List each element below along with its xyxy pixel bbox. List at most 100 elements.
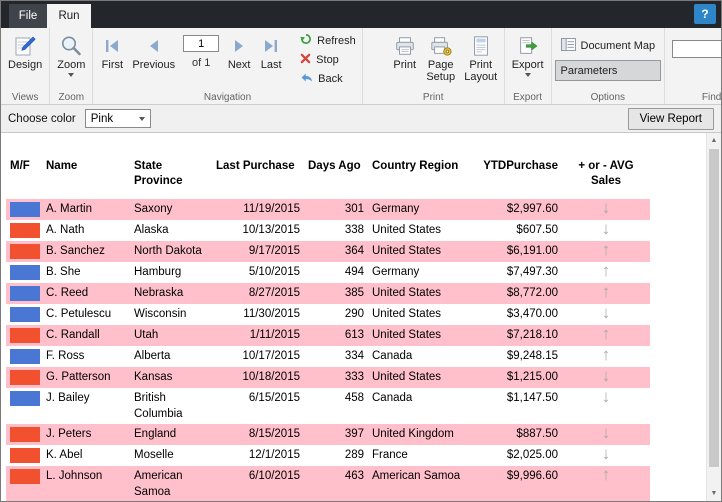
print-icon: [394, 33, 416, 59]
document-map-button[interactable]: Document Map: [555, 35, 662, 56]
cell: American Samoa: [372, 470, 461, 482]
cell: 397: [344, 428, 364, 440]
design-button[interactable]: Design: [4, 30, 46, 88]
previous-page-label: Previous: [132, 59, 176, 71]
cell-gender: [6, 241, 42, 262]
next-page-button[interactable]: Next: [223, 30, 255, 88]
back-button[interactable]: Back: [297, 71, 359, 86]
cell: 6/10/2015: [248, 470, 300, 482]
cell: 10/18/2015: [242, 371, 300, 383]
zoom-label: Zoom: [57, 59, 86, 71]
export-button[interactable]: Export: [508, 30, 548, 88]
parameters-button[interactable]: Parameters: [554, 60, 662, 81]
cell: $7,497.30: [506, 266, 558, 278]
cell: 8/27/2015: [248, 287, 300, 299]
scroll-up-icon[interactable]: ▲: [710, 137, 718, 144]
cell: 338: [344, 224, 364, 236]
ribbon-group-find: Find: [665, 28, 721, 104]
zoom-button[interactable]: Zoom: [53, 30, 89, 88]
previous-page-button[interactable]: Previous: [128, 30, 179, 88]
previous-page-icon: [144, 33, 164, 59]
stop-icon: [300, 53, 311, 67]
col-header-state: State Province: [134, 160, 183, 187]
group-label-print: Print: [422, 92, 444, 103]
cell: American Samoa: [134, 470, 183, 498]
up-arrow-icon: ↑: [601, 282, 611, 301]
refresh-label: Refresh: [317, 34, 356, 47]
col-header-last-purchase: Last Purchase: [216, 160, 295, 172]
cell: 8/15/2015: [248, 428, 300, 440]
gender-swatch: [10, 448, 40, 463]
cell-gender: [6, 220, 42, 241]
cell: J. Peters: [46, 428, 92, 440]
vertical-scrollbar[interactable]: ▲ ▼: [706, 133, 721, 501]
cell-gender: [6, 262, 42, 283]
choose-color-label: Choose color: [8, 112, 76, 125]
col-header-country: Country Region: [372, 160, 459, 172]
cell-gender: [6, 346, 42, 367]
refresh-button[interactable]: Refresh: [297, 33, 359, 48]
cell: 613: [344, 329, 364, 341]
cell-trend: ↓: [562, 304, 650, 325]
color-dropdown[interactable]: Pink: [84, 109, 151, 128]
report-table: M/F Name State Province Last Purchase Da…: [6, 159, 650, 501]
table-row: J. Peters England 8/15/2015 397 United Kingd…: [6, 424, 650, 445]
cell: United States: [372, 245, 442, 257]
last-page-button[interactable]: Last: [255, 30, 287, 88]
help-button[interactable]: ?: [694, 4, 716, 24]
cell: British Columbia: [134, 392, 183, 420]
cell: 6/15/2015: [248, 392, 300, 404]
page-number-input[interactable]: [183, 35, 220, 52]
cell-gender: [6, 445, 42, 466]
cell: England: [134, 428, 177, 440]
print-layout-button[interactable]: Print Layout: [461, 30, 501, 88]
page-count-label: of 1: [191, 57, 211, 69]
table-row: L. Johnson American Samoa 6/10/2015 463 Amer…: [6, 466, 650, 501]
cell: $8,772.00: [506, 287, 558, 299]
cell: 12/1/2015: [248, 449, 300, 461]
gender-swatch: [10, 349, 40, 364]
stop-button[interactable]: Stop: [297, 52, 359, 67]
down-arrow-icon: ↓: [601, 366, 611, 385]
table-row: C. Petulescu Wisconsin 11/30/2015 290 United…: [6, 304, 650, 325]
group-label-zoom: Zoom: [58, 92, 85, 103]
cell: $607.50: [516, 224, 558, 236]
down-arrow-icon: ↓: [601, 303, 611, 322]
cell: Germany: [372, 203, 420, 215]
refresh-stack: Refresh Stop Back: [297, 30, 359, 86]
table-row: A. Nath Alaska 10/13/2015 338 United States $…: [6, 220, 650, 241]
scroll-down-icon[interactable]: ▼: [710, 490, 718, 497]
ribbon-group-export: Export Export: [505, 28, 552, 104]
cell-trend: ↓: [562, 220, 650, 241]
print-button[interactable]: Print: [389, 30, 421, 88]
cell: C. Randall: [46, 329, 100, 341]
find-input[interactable]: [672, 39, 721, 58]
parameters-label: Parameters: [560, 64, 618, 77]
cell-trend: ↓: [562, 388, 650, 424]
col-header-trend: + or - AVG Sales: [578, 160, 634, 187]
cell: 364: [344, 245, 364, 257]
stop-label: Stop: [316, 53, 339, 66]
report-canvas: M/F Name State Province Last Purchase Da…: [1, 133, 721, 501]
first-page-button[interactable]: First: [96, 30, 128, 88]
view-report-button[interactable]: View Report: [627, 107, 714, 130]
cell-trend: ↑: [562, 241, 650, 262]
next-page-label: Next: [227, 59, 251, 71]
tab-file[interactable]: File: [9, 4, 47, 28]
cell: Alberta: [134, 350, 171, 362]
chevron-down-icon: [138, 116, 145, 121]
up-arrow-icon: ↑: [601, 324, 611, 343]
cell: France: [372, 449, 408, 461]
gender-swatch: [10, 286, 40, 301]
cell: 301: [344, 203, 364, 215]
tab-run[interactable]: Run: [47, 4, 91, 28]
color-dropdown-value: Pink: [90, 112, 114, 125]
back-label: Back: [318, 72, 343, 85]
cell-trend: ↓: [562, 445, 650, 466]
scrollbar-thumb[interactable]: [709, 149, 719, 467]
gender-swatch: [10, 202, 40, 217]
cell-gender: [6, 199, 42, 220]
cell-gender: [6, 283, 42, 304]
cell: J. Bailey: [46, 392, 90, 404]
page-setup-button[interactable]: Page Setup: [421, 30, 461, 88]
